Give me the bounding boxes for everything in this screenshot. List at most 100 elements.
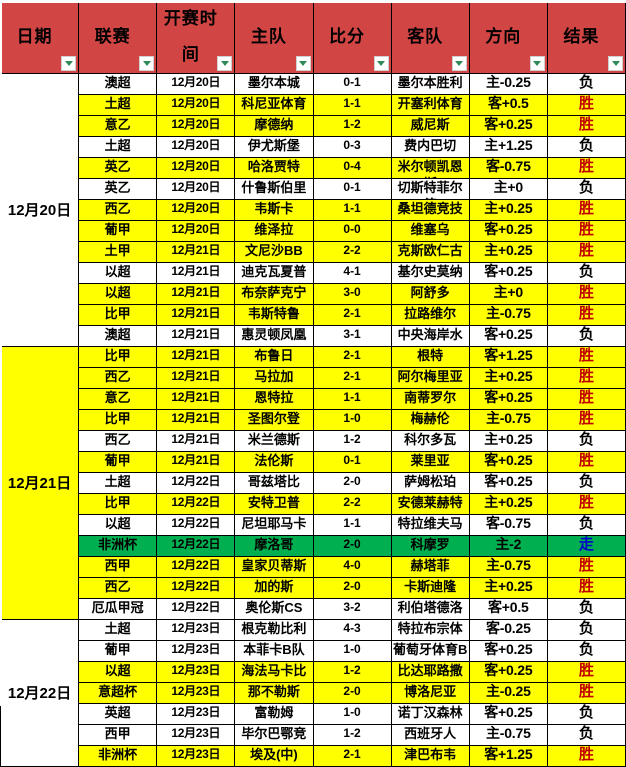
table-row[interactable]: 西甲 12月23日 毕尔巴鄂竞 1-2 西班牙人 主-0.75 负 [1, 724, 626, 746]
filter-dropdown-icon[interactable] [608, 56, 623, 71]
cell-text: 安德莱赫特 [397, 495, 463, 510]
column-header-direction[interactable]: 方向 [468, 0, 548, 74]
table-row[interactable]: 西乙 12月22日 加的斯 2-0 卡斯迪隆 主+0.25 胜 [1, 577, 626, 599]
table-row[interactable]: 英乙 12月20日 哈洛贾特 0-4 米尔顿凯恩斯 客-0.75 胜 [1, 157, 626, 179]
cell-time: 12月22日 [156, 577, 236, 599]
column-header-away-team[interactable]: 客队 [390, 0, 470, 74]
cell-text: 1-0 [343, 411, 361, 425]
cell-league: 比甲 [78, 304, 158, 326]
table-row[interactable]: 厄瓜甲冠 12月22日 奥伦斯CS 3-2 利伯塔德洛 客+0.5 负 [1, 598, 626, 620]
filter-dropdown-icon[interactable] [529, 56, 545, 71]
cell-text: 西乙 [104, 432, 131, 447]
table-row[interactable]: 土超 12月22日 哥兹塔比 2-0 萨姆松珀 客+0.25 负 [1, 472, 626, 494]
cell-league: 英乙 [78, 157, 158, 179]
cell-text: 主+0.25 [484, 494, 533, 511]
cell-away: 西班牙人 [390, 724, 470, 746]
table-row[interactable]: 土超 12月20日 伊尤斯堡 0-3 费内巴切 主+1.25 负 [1, 136, 626, 158]
table-row[interactable]: 意超杯 12月23日 那不勒斯 2-0 博洛尼亚 主-0.25 胜 [1, 682, 626, 704]
table-row[interactable]: 葡甲 12月20日 维泽拉 0-0 维塞乌 客+0.25 胜 [1, 220, 626, 242]
cell-time: 12月23日 [156, 724, 236, 746]
cell-score: 3-1 [312, 325, 392, 347]
cell-text: 切斯特菲尔德 [397, 180, 463, 199]
table-row[interactable]: 以超 12月21日 迪克瓦夏普 4-1 基尔史莫纳 客+0.25 负 [1, 262, 626, 284]
table-row[interactable]: 澳超 12月21日 惠灵顿凤凰 3-1 中央海岸水 客+0.25 负 [1, 325, 626, 347]
cell-league: 葡甲 [78, 451, 158, 473]
table-row[interactable]: 意乙 12月20日 摩德纳 1-2 威尼斯 客+0.25 胜 [1, 115, 626, 137]
cell-time: 12月21日 [156, 262, 236, 284]
table-row[interactable]: 英超 12月23日 富勒姆 1-0 诺丁汉森林 客+0.25 负 [1, 703, 626, 725]
cell-text: 根特 [417, 348, 444, 363]
cell-text: 负 [578, 515, 594, 533]
table-row[interactable]: 非洲杯 12月23日 埃及(中) 2-1 津巴布韦 客+1.25 胜 [1, 745, 626, 767]
table-row[interactable]: 英乙 12月20日 什鲁斯伯里 0-1 切斯特菲尔德 主+0 负 [1, 178, 626, 200]
filter-dropdown-icon[interactable] [61, 56, 77, 71]
table-row[interactable]: 比甲 12月21日 圣图尔登 1-0 梅赫伦 主-0.75 胜 [1, 409, 626, 431]
table-row[interactable]: 以超 12月22日 尼坦耶马卡 1-1 特拉维夫马 客-0.75 负 [1, 514, 626, 536]
cell-res: 负 [546, 598, 626, 620]
cell-text: 1-1 [343, 201, 361, 215]
cell-score: 2-2 [312, 241, 392, 263]
column-header-date[interactable]: 日期 [0, 0, 80, 74]
table-row[interactable]: 西甲 12月22日 皇家贝蒂斯 4-0 赫塔菲 主-0.75 胜 [1, 556, 626, 578]
cell-text: 12月22日 [171, 600, 221, 614]
cell-text: 津巴布韦 [404, 747, 457, 762]
cell-text: 主-0.75 [485, 410, 531, 427]
cell-home: 维泽拉 [234, 220, 314, 242]
cell-league: 葡甲 [78, 220, 158, 242]
table-row[interactable]: 土甲 12月21日 文尼沙BB 2-2 克斯欧仁古 主+0.25 胜 [1, 241, 626, 263]
table-row[interactable]: 比甲 12月22日 安特卫普 2-2 安德莱赫特 主+0.25 胜 [1, 493, 626, 515]
cell-dir: 客+0.25 [468, 325, 548, 347]
cell-text: 土超 [104, 621, 131, 636]
column-header-result[interactable]: 结果 [546, 0, 626, 74]
column-header-score[interactable]: 比分 [312, 0, 392, 74]
cell-text: 什鲁斯伯里 [241, 180, 307, 195]
cell-league: 葡甲 [78, 640, 158, 662]
cell-text: 科尼亚体育 [241, 96, 307, 111]
cell-league: 土甲 [78, 241, 158, 263]
table-row[interactable]: 葡甲 12月23日 本菲卡B队 1-0 葡萄牙体育B 客+0.25 负 [1, 640, 626, 662]
table-row[interactable]: 以超 12月23日 海法马卡比 1-2 比达耶路撒 客+0.25 胜 [1, 661, 626, 683]
table-row[interactable]: 葡甲 12月21日 法伦斯 0-1 莱里亚 客+0.25 胜 [1, 451, 626, 473]
table-row[interactable]: 12月20日 澳超 12月20日 墨尔本城 0-1 墨尔本胜利 主-0.25 负 [0, 73, 626, 347]
cell-home: 布鲁日 [234, 346, 314, 368]
table-row[interactable]: 西乙 12月21日 米兰德斯 1-2 科尔多瓦 主+0.25 负 [1, 430, 626, 452]
table-row[interactable]: 西乙 12月21日 马拉加 2-1 阿尔梅里亚 主+0.25 胜 [1, 367, 626, 389]
cell-text: 负 [578, 326, 594, 344]
cell-time: 12月23日 [156, 682, 236, 704]
cell-text: 12月20日 [171, 138, 221, 152]
cell-time: 12月23日 [156, 661, 236, 683]
filter-dropdown-icon[interactable] [139, 56, 155, 71]
cell-dir: 客+1.25 [468, 745, 548, 767]
filter-dropdown-icon[interactable] [295, 56, 311, 71]
cell-text: 英乙 [104, 159, 131, 174]
cell-text: 1-1 [343, 96, 361, 110]
table-row[interactable]: 比甲 12月21日 韦斯特鲁 2-1 拉路维尔 主-0.75 胜 [1, 304, 626, 326]
column-header-kickoff-time[interactable]: 开赛时间 [156, 0, 236, 74]
cell-text: 主+0.25 [484, 431, 533, 448]
column-header-league[interactable]: 联赛 [78, 0, 158, 74]
cell-text: 2-2 [343, 495, 361, 509]
table-row[interactable]: 12月22日 土超 12月23日 根克勒比利 4-3 特拉布宗体 客-0.25 负 [0, 619, 626, 767]
cell-text: 以超 [104, 285, 131, 300]
cell-text: 胜 [578, 284, 594, 302]
cell-text: 摩德纳 [254, 117, 294, 132]
cell-dir: 客+0.25 [468, 472, 548, 494]
table-row[interactable]: 12月21日 比甲 12月21日 布鲁日 2-1 根特 客+1.25 胜 [0, 346, 626, 620]
column-header-home-team[interactable]: 主队 [234, 0, 314, 74]
table-row[interactable]: 西乙 12月20日 韦斯卡 1-1 桑坦德竞技 主+0.25 胜 [1, 199, 626, 221]
table-row[interactable]: 以超 12月21日 布奈萨克宁 3-0 阿舒多 主+0 胜 [1, 283, 626, 305]
filter-dropdown-icon[interactable] [217, 56, 233, 71]
cell-away: 威尼斯 [390, 115, 470, 137]
cell-away: 安德莱赫特 [390, 493, 470, 515]
filter-dropdown-icon[interactable] [373, 56, 389, 71]
table-row[interactable]: 意乙 12月21日 恩特拉 1-1 南蒂罗尔 客+0.25 胜 [1, 388, 626, 410]
cell-text: 利伯塔德洛 [397, 600, 463, 615]
table-row[interactable]: 非洲杯 12月22日 摩洛哥 2-0 科摩罗 主-2 走 [1, 535, 626, 557]
table-row[interactable]: 土超 12月20日 科尼亚体育 1-1 开塞利体育 客+0.5 胜 [1, 94, 626, 116]
cell-text: 那不勒斯 [247, 684, 300, 699]
cell-text: 12月20日 [171, 96, 221, 110]
filter-dropdown-icon[interactable] [451, 56, 467, 71]
cell-away: 克斯欧仁古 [390, 241, 470, 263]
cell-text: 主+0.25 [484, 368, 533, 385]
cell-dir: 主-0.75 [468, 724, 548, 746]
